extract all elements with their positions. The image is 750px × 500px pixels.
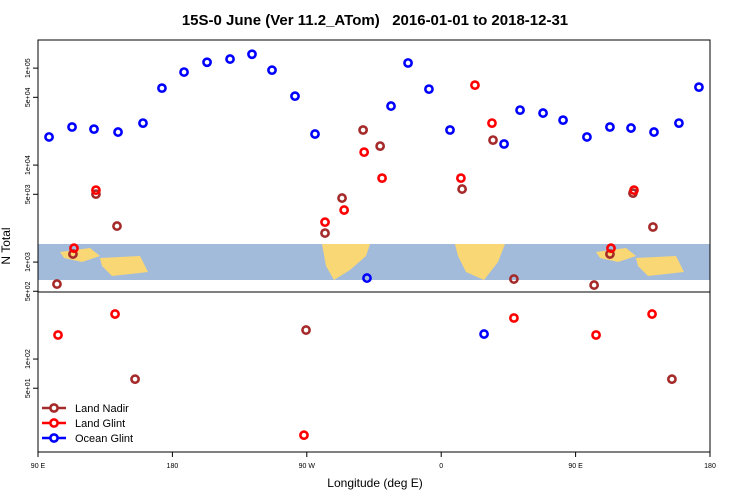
- data-point: [647, 309, 657, 319]
- data-point: [359, 147, 370, 158]
- y-tick-label: 1e+02: [25, 349, 32, 369]
- data-point: [67, 122, 77, 132]
- data-point: [479, 329, 489, 339]
- x-tick-label: 90 E: [568, 463, 583, 470]
- data-point: [667, 374, 677, 385]
- data-point: [89, 124, 99, 135]
- data-point: [320, 228, 330, 238]
- data-point: [362, 273, 372, 283]
- data-point: [509, 274, 519, 284]
- data-point: [53, 330, 63, 340]
- y-tick-label: 1e+04: [25, 155, 32, 175]
- data-point: [629, 185, 639, 196]
- data-point: [320, 217, 330, 228]
- data-point: [337, 193, 347, 203]
- data-point: [591, 330, 601, 340]
- data-point: [626, 123, 636, 133]
- data-point: [488, 135, 498, 146]
- data-point: [424, 84, 434, 95]
- legend-marker: [49, 433, 59, 443]
- data-point: [582, 132, 592, 142]
- data-point: [377, 173, 387, 184]
- data-point: [589, 280, 600, 290]
- chart-title: 15S-0 June (Ver 11.2_ATom) 2016-01-01 to…: [182, 12, 568, 29]
- x-tick-label: 0: [439, 463, 443, 470]
- data-point: [606, 243, 616, 254]
- data-point: [339, 205, 350, 215]
- x-tick-label: 90 W: [299, 463, 316, 470]
- data-point: [456, 173, 466, 184]
- data-point: [457, 184, 468, 194]
- legend-label: Ocean Glint: [75, 433, 133, 445]
- data-point: [358, 125, 368, 135]
- data-point: [130, 374, 140, 385]
- data-point: [470, 80, 480, 91]
- data-point: [157, 83, 167, 94]
- data-point: [179, 67, 189, 77]
- legend-marker: [49, 418, 59, 428]
- data-point: [694, 82, 704, 93]
- data-point: [247, 49, 257, 60]
- y-tick-label: 5e+03: [25, 184, 32, 204]
- data-point: [674, 118, 684, 129]
- y-tick-label: 1e+03: [25, 252, 32, 272]
- data-point: [509, 313, 519, 323]
- data-point: [52, 279, 62, 289]
- y-tick-label: 5e+04: [25, 87, 32, 107]
- data-point: [499, 139, 509, 149]
- data-point: [202, 57, 212, 68]
- data-point: [386, 101, 396, 111]
- data-point: [69, 243, 79, 254]
- x-axis-label: Longitude (deg E): [327, 476, 422, 490]
- map-strip: [38, 244, 710, 280]
- data-point: [138, 118, 148, 129]
- data-point: [605, 122, 615, 132]
- y-tick-label: 1e+05: [25, 58, 32, 78]
- data-point: [487, 118, 497, 129]
- data-point: [225, 54, 235, 64]
- y-tick-label: 5e+01: [25, 378, 32, 398]
- x-tick-label: 180: [704, 463, 716, 470]
- x-tick-label: 90 E: [31, 463, 46, 470]
- data-point: [649, 127, 659, 137]
- data-point: [267, 65, 277, 76]
- data-point: [403, 58, 413, 68]
- data-point: [91, 185, 101, 196]
- data-point: [515, 105, 525, 116]
- data-point: [648, 222, 658, 232]
- legend-label: Land Nadir: [75, 403, 129, 415]
- data-point: [375, 141, 386, 152]
- data-point: [44, 132, 54, 142]
- legend-marker: [49, 403, 59, 413]
- plot-frame: [37, 39, 711, 453]
- data-point: [110, 309, 120, 319]
- land-shapes: [60, 244, 684, 280]
- y-axis-label: N Total: [0, 227, 13, 264]
- x-tick-label: 180: [167, 463, 179, 470]
- legend-label: Land Glint: [75, 418, 125, 430]
- data-point: [112, 221, 122, 231]
- data-point: [290, 91, 300, 102]
- data-point: [538, 108, 548, 118]
- data-point: [445, 125, 455, 135]
- data-point: [91, 189, 101, 200]
- data-point: [113, 127, 123, 137]
- data-point: [301, 325, 311, 335]
- data-point: [558, 115, 568, 126]
- data-point: [310, 129, 320, 139]
- data-point: [299, 430, 309, 441]
- y-tick-label: 5e+02: [25, 281, 32, 301]
